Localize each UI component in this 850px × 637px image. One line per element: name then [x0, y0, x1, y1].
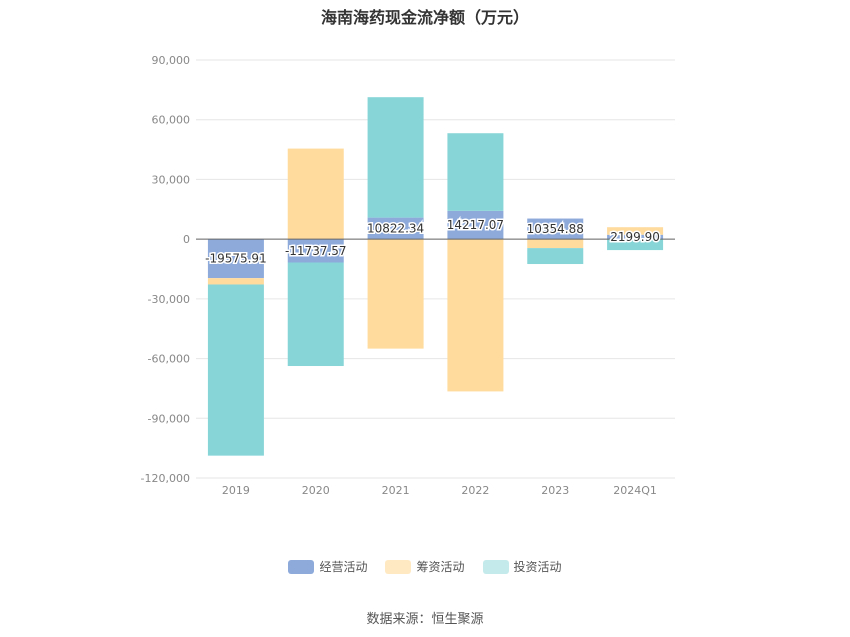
x-tick-label: 2021: [382, 484, 410, 497]
bar-operating: [527, 218, 584, 240]
bar-financing: [367, 239, 424, 349]
legend-swatch-operating: [288, 559, 315, 574]
legend-item-financing[interactable]: 筹资活动: [385, 558, 465, 575]
bar-financing: [447, 239, 504, 392]
x-tick-label: 2024Q1: [613, 484, 657, 497]
bar-investing: [207, 284, 264, 456]
y-tick-label: -90,000: [148, 412, 190, 425]
data-label: -19575.91: [205, 252, 267, 266]
bar-investing: [607, 239, 664, 251]
y-tick-label: -30,000: [148, 293, 190, 306]
data-label: 14217.07: [447, 218, 504, 232]
bar-investing: [447, 133, 504, 211]
chart-title: 海南海药现金流净额（万元）: [320, 8, 529, 27]
x-tick-label: 2019: [222, 484, 250, 497]
legend-swatch-financing: [385, 559, 412, 574]
bar-operating: [447, 210, 504, 240]
bar-operating: [607, 234, 664, 240]
bar-financing: [607, 227, 664, 235]
legend-label-operating: 经营活动: [319, 560, 368, 574]
data-label: 2199.90: [610, 230, 660, 244]
bar-investing: [287, 262, 344, 367]
source-note: 数据来源：恒生聚源: [366, 612, 484, 627]
y-tick-label: 60,000: [152, 114, 191, 127]
x-tick-label: 2023: [541, 484, 569, 497]
bar-operating: [207, 239, 264, 279]
y-tick-label: 0: [183, 233, 190, 246]
bar-financing: [287, 148, 344, 240]
bar-financing: [527, 239, 584, 249]
y-tick-label: 30,000: [152, 173, 191, 186]
legend-swatch-investing: [482, 559, 509, 574]
bar-operating: [367, 217, 424, 240]
bar-operating: [287, 239, 344, 263]
y-tick-label: -60,000: [148, 353, 190, 366]
legend-item-operating[interactable]: 经营活动: [288, 558, 367, 575]
y-tick-label: 90,000: [152, 54, 191, 67]
y-tick-label: -120,000: [141, 472, 190, 485]
legend: 经营活动 筹资活动 投资活动: [0, 558, 850, 575]
legend-item-investing[interactable]: 投资活动: [482, 558, 562, 575]
data-label: 10822.34: [367, 221, 424, 235]
data-label: -11737.57: [285, 244, 347, 258]
legend-label-investing: 投资活动: [513, 560, 562, 574]
bar-financing: [207, 278, 264, 285]
data-label: 10354.88: [527, 222, 584, 236]
bar-investing: [367, 97, 424, 218]
legend-label-financing: 筹资活动: [416, 560, 465, 574]
x-tick-label: 2022: [461, 484, 489, 497]
x-tick-label: 2020: [302, 484, 330, 497]
bar-investing: [527, 248, 584, 265]
